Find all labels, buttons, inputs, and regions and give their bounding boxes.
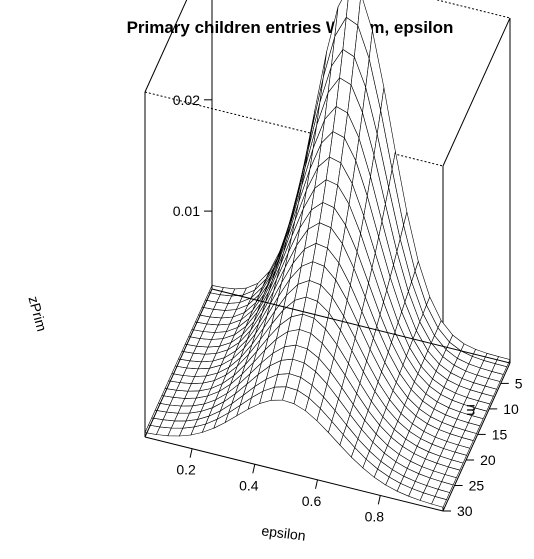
x-axis-tick [189, 448, 193, 458]
x-tick-label: 0.2 [176, 462, 196, 478]
plot-box-front [144, 0, 511, 512]
x-axis-label: epsilon [261, 522, 307, 543]
z-tick-label: 0.02 [173, 92, 200, 108]
surface-facet [345, 0, 361, 26]
y-tick-label: 20 [480, 452, 496, 468]
surface-facet [334, 0, 349, 37]
y-tick-label: 15 [492, 426, 508, 442]
box-edge-bottom-front [211, 288, 511, 364]
z-axis-label: zPrim [25, 294, 50, 333]
box-edge-bottom-back [144, 436, 444, 512]
box-edge-bottom-left [144, 288, 213, 438]
x-tick-label: 0.6 [302, 493, 322, 509]
x-tick-label: 0.8 [365, 508, 385, 524]
y-tick-label: 5 [515, 375, 523, 391]
box-edge-bottom-right [442, 362, 511, 512]
y-axis-label: m [464, 404, 480, 416]
box-edge-top-right [442, 17, 511, 167]
y-tick-label: 30 [457, 503, 473, 519]
x-axis-tick [252, 464, 256, 474]
x-axis-tick [377, 495, 381, 505]
y-tick-label: 10 [503, 401, 519, 417]
box-edge-top-back [144, 91, 444, 167]
x-tick-label: 0.4 [239, 477, 259, 493]
chart-title: Primary children entries WRT m, epsilon [127, 18, 454, 37]
y-tick-label: 25 [469, 478, 485, 494]
z-tick-label: 0.01 [173, 203, 200, 219]
surface-mesh [144, 0, 511, 508]
x-axis-tick [315, 479, 318, 489]
box-edge-top-left [144, 0, 188, 93]
